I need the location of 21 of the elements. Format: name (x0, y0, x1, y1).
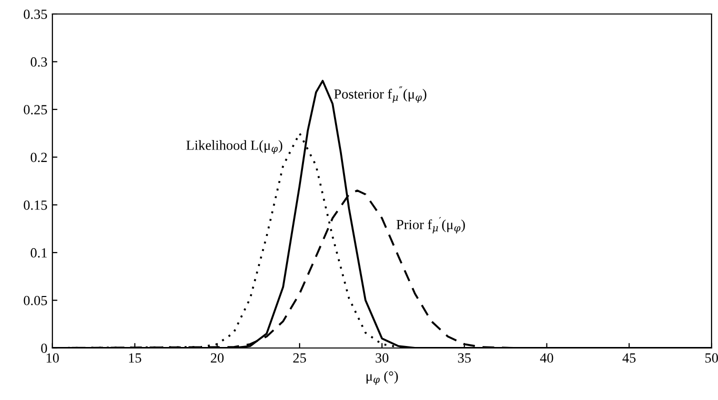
y-tick-label: 0 (41, 344, 48, 353)
x-tick-label: 25 (293, 353, 306, 363)
x-tick-label: 50 (705, 353, 718, 363)
x-tick-label: 10 (46, 353, 59, 363)
y-tick-label: 0.25 (24, 105, 48, 114)
y-tick-label: 0.2 (30, 152, 47, 162)
series-label: Posterior f$_{μ}$$^{″}$(μ$_{φ}$) (334, 86, 426, 103)
x-tick-label: 20 (210, 353, 224, 363)
x-tick-label: 40 (540, 353, 554, 363)
x-tick-label: 45 (622, 353, 636, 363)
x-tick-label: 30 (376, 353, 388, 363)
y-tick-label: 0.15 (24, 200, 48, 210)
series-label: Prior f$_{μ}$$^{′}$(μ$_{φ}$) (396, 217, 465, 234)
x-tick-label: 35 (458, 353, 471, 363)
y-tick-label: 0.35 (24, 10, 48, 20)
series-label: Likelihood L(μ$_{φ}$) (186, 140, 282, 154)
x-axis-title: μ$_{φ}$ (°) (366, 371, 398, 385)
x-tick-label: 15 (129, 353, 142, 363)
y-tick-label: 0.05 (24, 296, 48, 306)
y-tick-label: 0.1 (30, 248, 47, 258)
y-tick-label: 0.3 (30, 57, 48, 67)
